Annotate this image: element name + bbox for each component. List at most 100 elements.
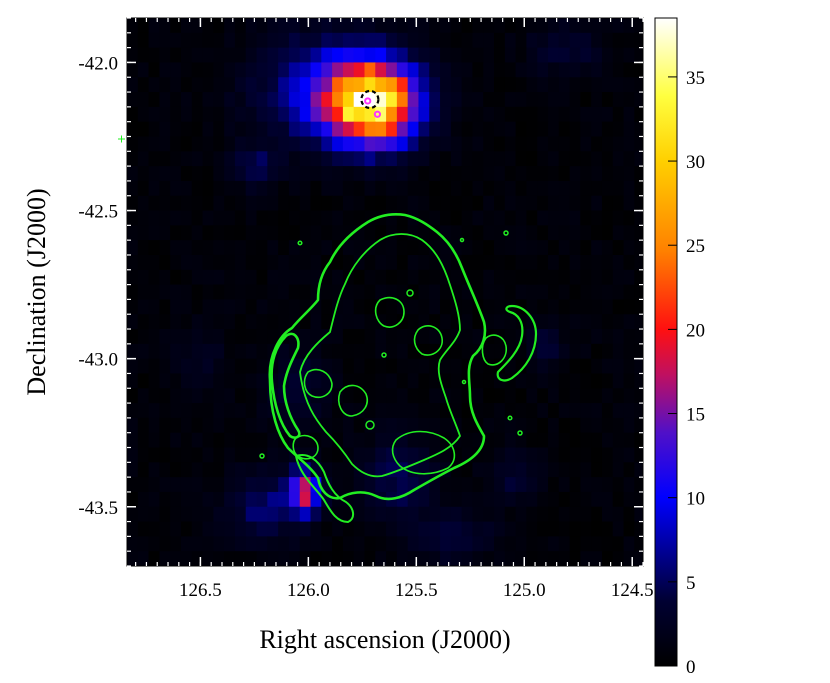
- heatmap-pixel: [224, 403, 236, 419]
- heatmap-pixel: [256, 225, 268, 241]
- heatmap-pixel: [429, 106, 441, 123]
- heatmap-pixel: [180, 18, 193, 34]
- heatmap-pixel: [472, 491, 484, 508]
- heatmap-pixel: [342, 403, 355, 419]
- heatmap-pixel: [321, 240, 333, 256]
- heatmap-pixel: [569, 106, 581, 123]
- heatmap-pixel: [612, 403, 625, 419]
- heatmap-pixel: [472, 314, 484, 330]
- heatmap-pixel: [342, 106, 355, 123]
- heatmap-pixel: [461, 225, 474, 241]
- heatmap-pixel: [342, 506, 355, 523]
- heatmap-pixel: [483, 551, 495, 566]
- heatmap-pixel: [386, 314, 398, 330]
- heatmap-pixel: [202, 254, 214, 271]
- heatmap-pixel: [137, 18, 150, 34]
- heatmap-pixel: [267, 240, 279, 256]
- heatmap-pixel: [332, 343, 344, 360]
- heatmap-pixel: [494, 447, 506, 463]
- heatmap-pixel: [191, 462, 204, 478]
- heatmap-pixel: [267, 136, 279, 152]
- heatmap-pixel: [180, 432, 193, 449]
- heatmap-pixel: [569, 210, 581, 226]
- heatmap-pixel: [494, 254, 506, 271]
- heatmap-pixel: [634, 240, 643, 256]
- heatmap-pixel: [558, 77, 571, 93]
- heatmap-pixel: [591, 18, 603, 34]
- heatmap-pixel: [267, 195, 279, 212]
- heatmap-pixel: [440, 269, 452, 286]
- heatmap-pixel: [558, 18, 571, 34]
- heatmap-pixel: [332, 566, 343, 581]
- heatmap-pixel: [396, 32, 409, 49]
- heatmap-pixel: [180, 106, 193, 123]
- heatmap-pixel: [170, 106, 182, 123]
- heatmap-pixel: [353, 299, 366, 315]
- heatmap-pixel: [148, 417, 160, 434]
- heatmap-pixel: [170, 18, 182, 34]
- heatmap-pixel: [332, 121, 344, 138]
- heatmap-pixel: [375, 373, 387, 389]
- heatmap-pixel: [364, 284, 376, 300]
- heatmap-pixel: [558, 358, 571, 375]
- heatmap-pixel: [407, 269, 420, 286]
- heatmap-pixel: [234, 62, 247, 78]
- heatmap-pixel: [278, 47, 290, 64]
- heatmap-pixel: [569, 299, 581, 315]
- heatmap-pixel: [159, 432, 171, 449]
- heatmap-pixel: [148, 254, 160, 271]
- heatmap-pixel: [299, 358, 312, 375]
- heatmap-pixel: [159, 447, 171, 463]
- heatmap-pixel: [558, 106, 571, 123]
- heatmap-pixel: [278, 195, 290, 212]
- heatmap-pixel: [580, 284, 592, 300]
- heatmap-pixel: [299, 551, 312, 566]
- contour-east-frag: [292, 434, 319, 460]
- heatmap-pixel: [494, 62, 506, 78]
- heatmap-pixel: [202, 417, 214, 434]
- heatmap-pixel: [461, 195, 474, 212]
- heatmap-pixel: [159, 388, 171, 404]
- heatmap-pixel: [342, 62, 355, 78]
- heatmap-pixel: [137, 477, 150, 493]
- heatmap-pixel: [245, 225, 258, 241]
- heatmap-pixel: [494, 388, 506, 404]
- heatmap-image: [127, 18, 643, 581]
- heatmap-pixel: [429, 373, 441, 389]
- heatmap-pixel: [483, 358, 495, 375]
- heatmap-pixel: [591, 566, 602, 581]
- heatmap-pixel: [494, 358, 506, 375]
- heatmap-pixel: [483, 151, 495, 167]
- heatmap-pixel: [440, 566, 451, 581]
- heatmap-pixel: [256, 121, 268, 138]
- heatmap-pixel: [396, 329, 409, 345]
- heatmap-pixel: [580, 195, 592, 212]
- heatmap-pixel: [429, 62, 441, 78]
- heatmap-pixel: [375, 462, 387, 478]
- heatmap-pixel: [299, 284, 312, 300]
- heatmap-pixel: [148, 551, 160, 566]
- heatmap-pixel: [548, 447, 560, 463]
- heatmap-pixel: [440, 477, 452, 493]
- heatmap-pixel: [170, 403, 182, 419]
- heatmap-pixel: [440, 195, 452, 212]
- heatmap-pixel: [127, 254, 139, 271]
- heatmap-pixel: [342, 447, 355, 463]
- heatmap-pixel: [407, 417, 420, 434]
- heatmap-pixel: [601, 269, 614, 286]
- heatmap-pixel: [537, 269, 549, 286]
- heatmap-pixel: [601, 373, 614, 389]
- heatmap-pixel: [310, 521, 322, 537]
- heatmap-pixel: [623, 551, 635, 566]
- colorbar-gradient: [654, 17, 678, 667]
- heatmap-pixel: [180, 151, 193, 167]
- heatmap-pixel: [321, 462, 333, 478]
- heatmap-pixel: [601, 314, 614, 330]
- heatmap-pixel: [440, 536, 452, 552]
- heatmap-pixel: [461, 92, 474, 108]
- heatmap-pixel: [407, 388, 420, 404]
- heatmap-pixel: [332, 151, 344, 167]
- heatmap-pixel: [234, 343, 247, 360]
- heatmap-pixel: [515, 32, 528, 49]
- heatmap-pixel: [191, 32, 204, 49]
